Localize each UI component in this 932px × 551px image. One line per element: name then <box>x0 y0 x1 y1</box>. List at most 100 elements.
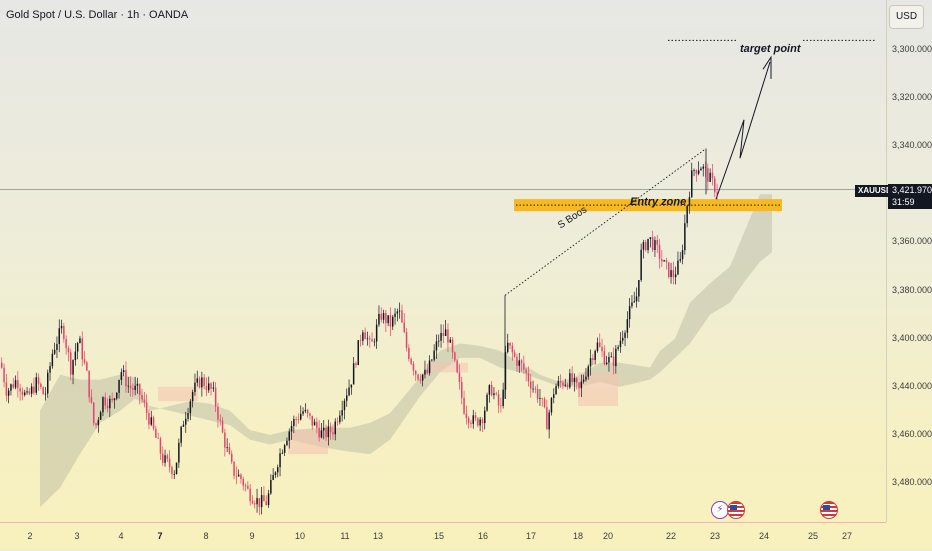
currency-button[interactable]: USD <box>889 5 924 29</box>
last-price-value: 3,421.970 <box>892 185 932 195</box>
candle <box>357 340 359 365</box>
candle <box>295 419 297 420</box>
candle <box>164 455 166 463</box>
time-tick-label: 8 <box>203 531 209 541</box>
candle <box>90 397 93 403</box>
candle <box>10 384 12 391</box>
candle <box>334 421 336 435</box>
time-tick-label: 3 <box>74 531 80 541</box>
candle <box>320 430 323 438</box>
candle <box>102 397 104 413</box>
candle <box>76 343 79 352</box>
candle <box>624 332 626 338</box>
candle <box>516 356 518 366</box>
candle <box>490 385 493 396</box>
candle <box>654 240 656 251</box>
candle <box>438 340 440 342</box>
candle <box>185 418 187 425</box>
candle <box>180 426 182 443</box>
candle <box>364 332 366 340</box>
candle <box>37 377 40 384</box>
candle <box>396 311 399 314</box>
candle <box>21 391 24 396</box>
candle <box>237 474 240 477</box>
candle <box>628 306 631 320</box>
candle <box>520 360 523 364</box>
candle <box>327 426 330 438</box>
candle <box>502 389 504 406</box>
candle <box>283 445 286 453</box>
candle <box>109 398 111 409</box>
candle <box>373 341 376 343</box>
candle <box>532 388 534 390</box>
candle <box>638 280 640 297</box>
candle <box>700 168 702 171</box>
candle <box>686 205 688 224</box>
us-flag-event-icon[interactable] <box>727 501 745 519</box>
candle <box>212 387 215 389</box>
candle <box>681 250 684 260</box>
candle <box>106 405 109 409</box>
candle <box>470 422 472 424</box>
candle <box>592 358 594 360</box>
candle <box>148 412 150 425</box>
candle <box>143 399 146 403</box>
price-tick-label: 3,320.000 <box>892 92 932 103</box>
candle <box>155 428 157 438</box>
candle <box>401 310 403 323</box>
candle <box>405 332 408 348</box>
us-flag-event-icon[interactable] <box>820 501 838 519</box>
price-axis[interactable] <box>886 0 932 522</box>
candle <box>635 296 638 302</box>
time-tick-label: 23 <box>709 531 721 541</box>
candle <box>168 458 171 468</box>
candle <box>173 474 175 475</box>
candle <box>596 342 599 351</box>
candle <box>122 370 125 373</box>
candle <box>30 386 33 394</box>
candle <box>293 419 295 426</box>
candle <box>272 474 274 480</box>
candle <box>633 301 635 303</box>
candle <box>187 413 189 419</box>
candle <box>136 383 139 386</box>
candle <box>631 302 633 307</box>
candle <box>306 409 309 414</box>
candle <box>608 357 610 363</box>
candle <box>417 374 419 380</box>
candle <box>72 360 74 375</box>
time-tick-label: 9 <box>249 531 255 541</box>
candle <box>691 170 693 198</box>
candle <box>511 345 514 353</box>
candle <box>571 373 573 383</box>
chart-title: Gold Spot / U.S. Dollar · 1h · OANDA <box>6 9 189 21</box>
candle <box>274 472 277 475</box>
candle <box>599 342 601 347</box>
candle <box>382 313 385 320</box>
candle <box>677 260 679 275</box>
candle <box>472 415 474 424</box>
candle <box>208 383 210 391</box>
candle <box>83 359 86 363</box>
candle <box>582 379 585 382</box>
candle <box>329 426 332 433</box>
candle <box>336 421 339 423</box>
candle <box>139 383 141 396</box>
candle <box>389 315 392 327</box>
candle <box>566 384 569 388</box>
candle <box>465 413 468 419</box>
candle <box>150 417 152 425</box>
candle <box>642 242 645 250</box>
candle <box>601 346 603 352</box>
time-tick-label: 24 <box>758 531 770 541</box>
candle <box>408 347 410 359</box>
candle <box>403 322 405 333</box>
candle <box>217 406 219 420</box>
candle <box>504 351 507 390</box>
candle <box>495 393 497 395</box>
candle <box>594 350 596 360</box>
candle <box>716 192 718 194</box>
candle <box>626 319 629 333</box>
time-axis[interactable] <box>0 522 886 551</box>
